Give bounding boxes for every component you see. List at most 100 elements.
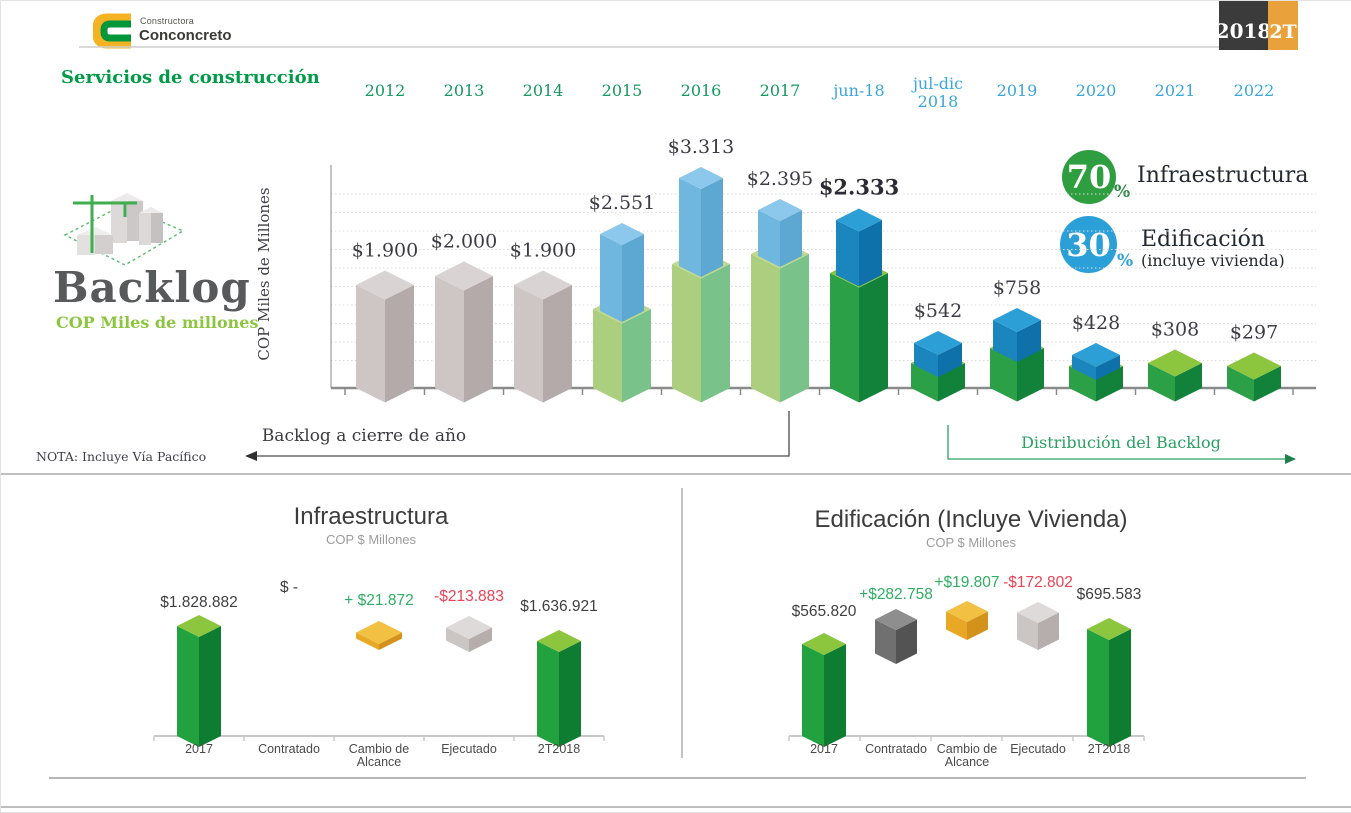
wf-category-label: Alcance (945, 755, 990, 769)
edif-share-sublabel: (incluye vivienda) (1141, 251, 1285, 270)
backlog-bar-cap-left-face (836, 220, 859, 287)
right-bracket-label: Distribución del Backlog (1021, 433, 1221, 452)
backlog-bar-base-right-face (780, 254, 809, 403)
edificacion-bar-top-face (802, 633, 846, 655)
backlog-bar-cap-right-face (1096, 355, 1120, 380)
edif-share-pct: 30 (1066, 225, 1111, 264)
footnote: NOTA: Incluye Vía Pacífico (36, 449, 207, 464)
infraestructura-cube-top-face (356, 621, 402, 644)
backlog-subtitle: COP Miles de millones (56, 313, 259, 332)
year-label: 2017 (760, 81, 801, 100)
wf-value-label: $695.583 (1077, 586, 1142, 603)
conconcreto-logo-icon (93, 13, 131, 49)
wf-value-label: +$282.758 (859, 586, 933, 603)
backlog-bar-cap-right-face (780, 210, 802, 267)
year-label: jul-dic (911, 74, 963, 93)
year-label: 2018 (918, 92, 959, 111)
infraestructura-cube-right-face (469, 627, 492, 652)
ground-diamond (63, 204, 185, 266)
backlog-bar-cap-top-face (914, 331, 962, 355)
edificacion-bar-right-face (1109, 629, 1131, 747)
backlog-bar-base-right-face (385, 285, 414, 403)
wf-value-label: $ - (280, 579, 298, 596)
backlog-bar-base-right-face (938, 363, 965, 402)
infra-chart-subtitle: COP $ Millones (325, 532, 417, 547)
backlog-bar-base-left-face (593, 309, 622, 403)
wf-category-label: 2017 (185, 742, 213, 756)
infra-share-circle: 70 (1062, 150, 1116, 204)
backlog-bar-base-right-face (543, 285, 572, 403)
wf-value-label: +$19.807 (934, 574, 999, 591)
infraestructura-cube-right-face (379, 632, 402, 650)
edificacion-cube-top-face (946, 601, 988, 622)
edif-share-circle: 30 (1060, 216, 1117, 273)
edificacion-cube-left-face (946, 611, 967, 640)
backlog-buildings-icon (63, 193, 185, 266)
year-label: 2013 (444, 81, 485, 100)
backlog-bar-cap-right-face (622, 234, 644, 322)
wf-value-label: $565.820 (792, 603, 857, 620)
edificacion-cube-left-face (1017, 612, 1038, 650)
backlog-bar-base-left-face (514, 285, 543, 403)
wf-category-label: Ejecutado (1010, 742, 1066, 756)
backlog-bar-cap-top-face (679, 167, 723, 189)
year-label: 2012 (365, 81, 406, 100)
backlog-bar-cap-right-face (859, 220, 882, 287)
backlog-bar-base-left-face (1227, 366, 1254, 402)
wf-category-label: 2017 (810, 742, 838, 756)
year-label: 2016 (681, 81, 722, 100)
edificacion-cube-right-face (1038, 612, 1059, 650)
logo-text-top: Constructora (140, 16, 194, 26)
backlog-bar-cap-top-face (993, 308, 1041, 332)
backlog-bar-cap-left-face (679, 178, 701, 277)
year-label: 2022 (1234, 81, 1275, 100)
section-title: Servicios de construcción (61, 67, 320, 88)
infraestructura-cube-left-face (356, 632, 379, 650)
wf-category-label: Contratado (865, 742, 927, 756)
backlog-bar-base-top-face (356, 270, 414, 300)
edificacion-cube-top-face (1017, 602, 1059, 623)
left-bracket-line (247, 411, 790, 457)
backlog-bar-base-left-face (830, 273, 859, 403)
infraestructura-cube-left-face (446, 627, 469, 652)
infra-chart-title: Infraestructura (293, 503, 449, 530)
edificacion-bar-top-face (1087, 618, 1131, 640)
bar-value-label: $297 (1230, 322, 1278, 344)
edif-share-pct-sign: % (1117, 251, 1134, 271)
backlog-bar-base-left-face (751, 254, 780, 403)
bar-value-label: $542 (914, 300, 962, 322)
infra-share-label: Infraestructura (1137, 163, 1309, 188)
infraestructura-bar-left-face (177, 626, 199, 747)
infraestructura-bar-right-face (559, 641, 581, 747)
backlog-bar-cap-top-face (600, 223, 644, 245)
wf-category-label: Ejecutado (441, 742, 497, 756)
logo-outer-c (93, 13, 131, 49)
backlog-bar-base-left-face (990, 348, 1017, 402)
infraestructura-bar-right-face (199, 626, 221, 747)
wf-value-label: + $21.872 (344, 592, 413, 609)
backlog-title: Backlog (53, 263, 251, 312)
backlog-bar-base-right-face (859, 273, 888, 403)
backlog-bar-base-top-face (514, 270, 572, 300)
bar-value-label: $308 (1151, 319, 1199, 341)
backlog-bar-base-top-face (1227, 352, 1281, 380)
backlog-bar-base-top-face (435, 261, 493, 291)
bar-value-label: $2.551 (589, 192, 655, 214)
bar-value-label: $758 (993, 277, 1041, 299)
infra-share-pct-sign: % (1114, 182, 1131, 202)
bar-value-label: $1.900 (510, 240, 576, 262)
backlog-bar-cap-right-face (701, 178, 723, 277)
edif-chart-title: Edificación (Incluye Vivienda) (814, 506, 1128, 533)
backlog-bar-cap-top-face (758, 199, 802, 221)
edificacion-bar-right-face (824, 644, 846, 747)
year-badge: 2018 (1216, 1, 1271, 50)
right-arrow-icon (1285, 454, 1296, 464)
wf-value-label: $1.828.882 (160, 594, 238, 611)
logo-text-bottom: Conconcreto (139, 27, 232, 44)
infraestructura-bar-top-face (177, 615, 221, 637)
year-label: 2015 (602, 81, 643, 100)
edif-chart-subtitle: COP $ Millones (925, 535, 1017, 550)
edificacion-cube-left-face (875, 619, 896, 664)
year-label: 2019 (997, 81, 1038, 100)
